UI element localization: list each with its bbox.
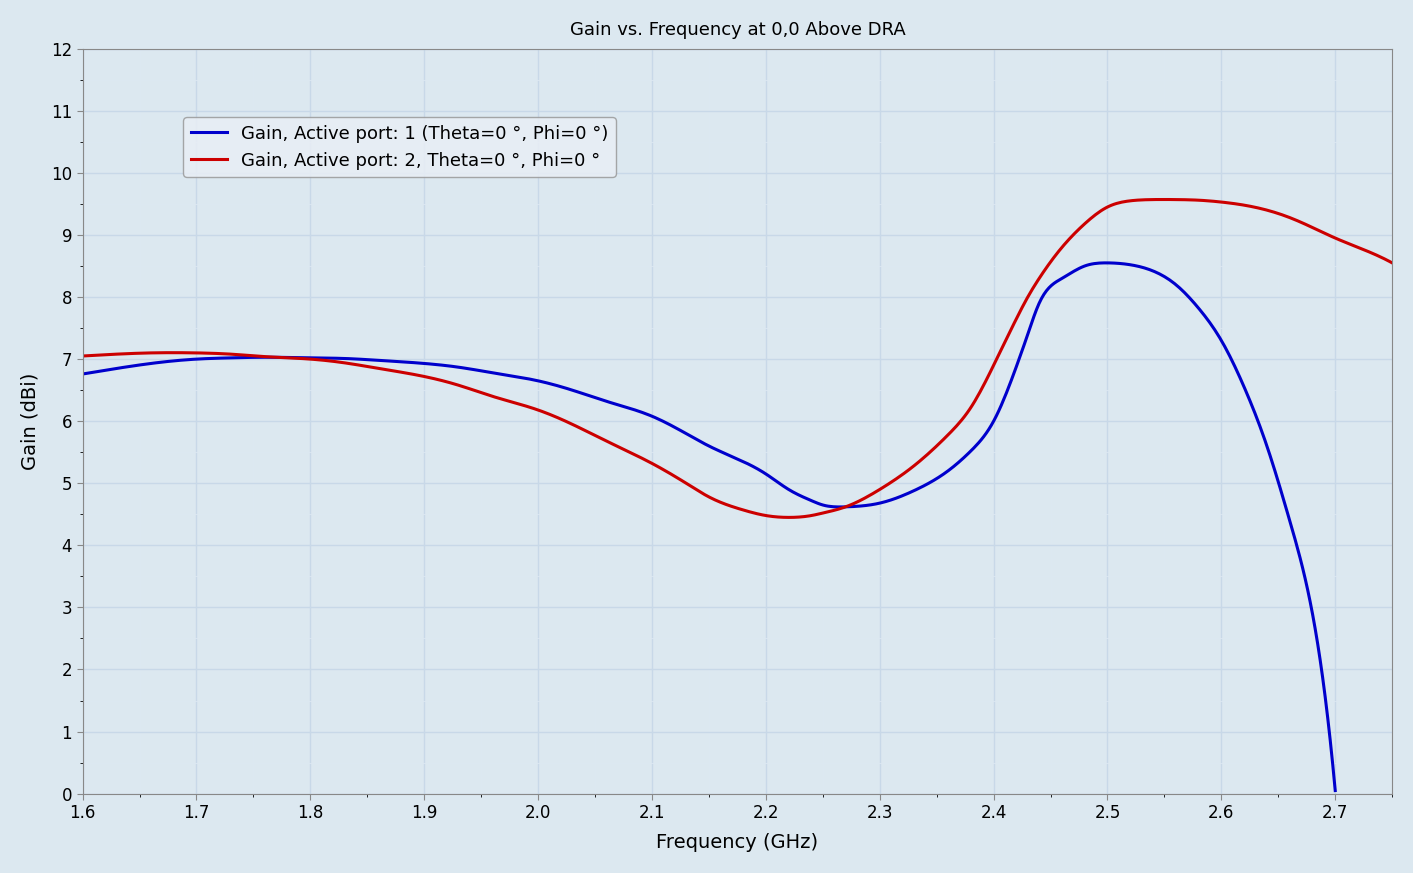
Gain, Active port: 2, Theta=0 °, Phi=0 °: (2.15, 4.75): 2, Theta=0 °, Phi=0 °: (2.15, 4.75) — [704, 493, 721, 504]
Gain, Active port: 1 (Theta=0 °, Phi=0 °): (1.6, 6.76): 1 (Theta=0 °, Phi=0 °): (1.6, 6.76) — [73, 368, 90, 379]
Gain, Active port: 1 (Theta=0 °, Phi=0 °): (2.7, 0.05): 1 (Theta=0 °, Phi=0 °): (2.7, 0.05) — [1327, 786, 1344, 796]
Gain, Active port: 2, Theta=0 °, Phi=0 °: (2.75, 8.55): 2, Theta=0 °, Phi=0 °: (2.75, 8.55) — [1383, 258, 1400, 268]
Gain, Active port: 2, Theta=0 °, Phi=0 °: (2.22, 4.45): 2, Theta=0 °, Phi=0 °: (2.22, 4.45) — [786, 512, 803, 523]
Gain, Active port: 2, Theta=0 °, Phi=0 °: (2.22, 4.45): 2, Theta=0 °, Phi=0 °: (2.22, 4.45) — [780, 512, 797, 523]
Line: Gain, Active port: 2, Theta=0 °, Phi=0 °: Gain, Active port: 2, Theta=0 °, Phi=0 ° — [82, 200, 1392, 518]
Gain, Active port: 2, Theta=0 °, Phi=0 °: (2.54, 9.57): 2, Theta=0 °, Phi=0 °: (2.54, 9.57) — [1150, 195, 1167, 205]
Gain, Active port: 1 (Theta=0 °, Phi=0 °): (2.12, 5.88): 1 (Theta=0 °, Phi=0 °): (2.12, 5.88) — [670, 423, 687, 434]
Gain, Active port: 2, Theta=0 °, Phi=0 °: (1.6, 7.05): 2, Theta=0 °, Phi=0 °: (1.6, 7.05) — [73, 351, 90, 361]
X-axis label: Frequency (GHz): Frequency (GHz) — [656, 833, 818, 852]
Legend: Gain, Active port: 1 (Theta=0 °, Phi=0 °), Gain, Active port: 2, Theta=0 °, Phi=: Gain, Active port: 1 (Theta=0 °, Phi=0 °… — [184, 117, 616, 177]
Line: Gain, Active port: 1 (Theta=0 °, Phi=0 °): Gain, Active port: 1 (Theta=0 °, Phi=0 °… — [82, 263, 1335, 791]
Gain, Active port: 1 (Theta=0 °, Phi=0 °): (2.13, 5.81): 1 (Theta=0 °, Phi=0 °): (2.13, 5.81) — [677, 428, 694, 438]
Gain, Active port: 1 (Theta=0 °, Phi=0 °): (2.25, 4.63): 1 (Theta=0 °, Phi=0 °): (2.25, 4.63) — [820, 501, 836, 512]
Gain, Active port: 1 (Theta=0 °, Phi=0 °): (2.2, 5.2): 1 (Theta=0 °, Phi=0 °): (2.2, 5.2) — [752, 465, 769, 476]
Gain, Active port: 1 (Theta=0 °, Phi=0 °): (2.5, 8.55): 1 (Theta=0 °, Phi=0 °): (2.5, 8.55) — [1104, 258, 1121, 268]
Gain, Active port: 2, Theta=0 °, Phi=0 °: (2.29, 4.76): 2, Theta=0 °, Phi=0 °: (2.29, 4.76) — [856, 493, 873, 504]
Gain, Active port: 1 (Theta=0 °, Phi=0 °): (2.5, 8.55): 1 (Theta=0 °, Phi=0 °): (2.5, 8.55) — [1098, 258, 1115, 268]
Gain, Active port: 2, Theta=0 °, Phi=0 °: (2.73, 8.75): 2, Theta=0 °, Phi=0 °: (2.73, 8.75) — [1358, 245, 1375, 256]
Title: Gain vs. Frequency at 0,0 Above DRA: Gain vs. Frequency at 0,0 Above DRA — [569, 21, 906, 38]
Gain, Active port: 2, Theta=0 °, Phi=0 °: (2.15, 4.82): 2, Theta=0 °, Phi=0 °: (2.15, 4.82) — [697, 489, 714, 499]
Gain, Active port: 1 (Theta=0 °, Phi=0 °): (2.68, 3.29): 1 (Theta=0 °, Phi=0 °): (2.68, 3.29) — [1299, 584, 1316, 595]
Y-axis label: Gain (dBi): Gain (dBi) — [21, 373, 40, 470]
Gain, Active port: 2, Theta=0 °, Phi=0 °: (2.55, 9.57): 2, Theta=0 °, Phi=0 °: (2.55, 9.57) — [1156, 195, 1173, 205]
